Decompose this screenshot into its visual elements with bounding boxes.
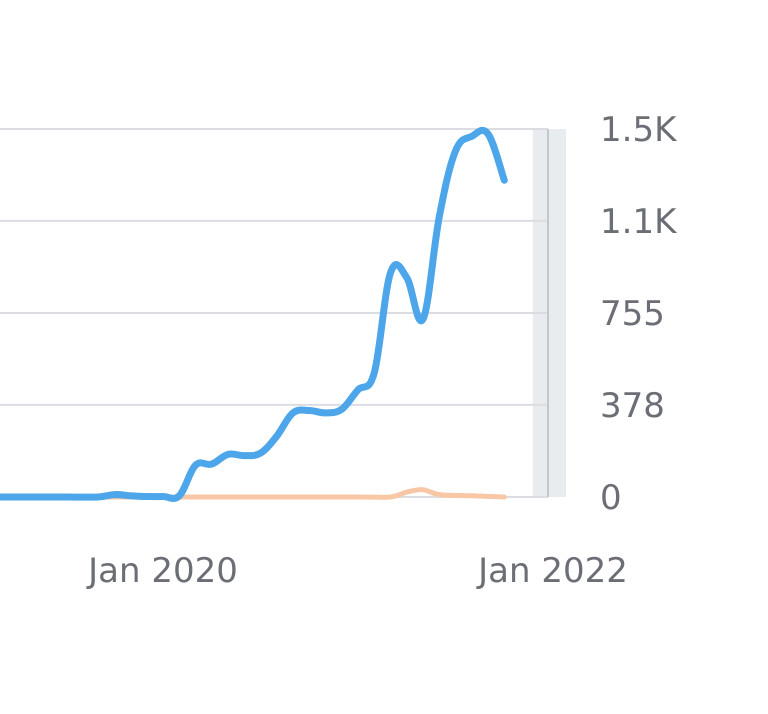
series-layer: [0, 126, 508, 502]
x-tick-label: Jan 2020: [86, 551, 238, 591]
y-tick-label: 0: [600, 478, 622, 518]
y-tick-label: 755: [600, 294, 665, 334]
x-axis: Jan 2020 Jan 2022: [86, 551, 628, 591]
y-tick-label: 378: [600, 386, 665, 426]
y-tick-label: 1.1K: [600, 202, 678, 242]
x-tick-label: Jan 2022: [476, 551, 628, 591]
y-axis: 0 378 755 1.1K 1.5K: [600, 110, 678, 518]
y-tick-label: 1.5K: [600, 110, 678, 150]
series-line-primary: [0, 126, 508, 502]
